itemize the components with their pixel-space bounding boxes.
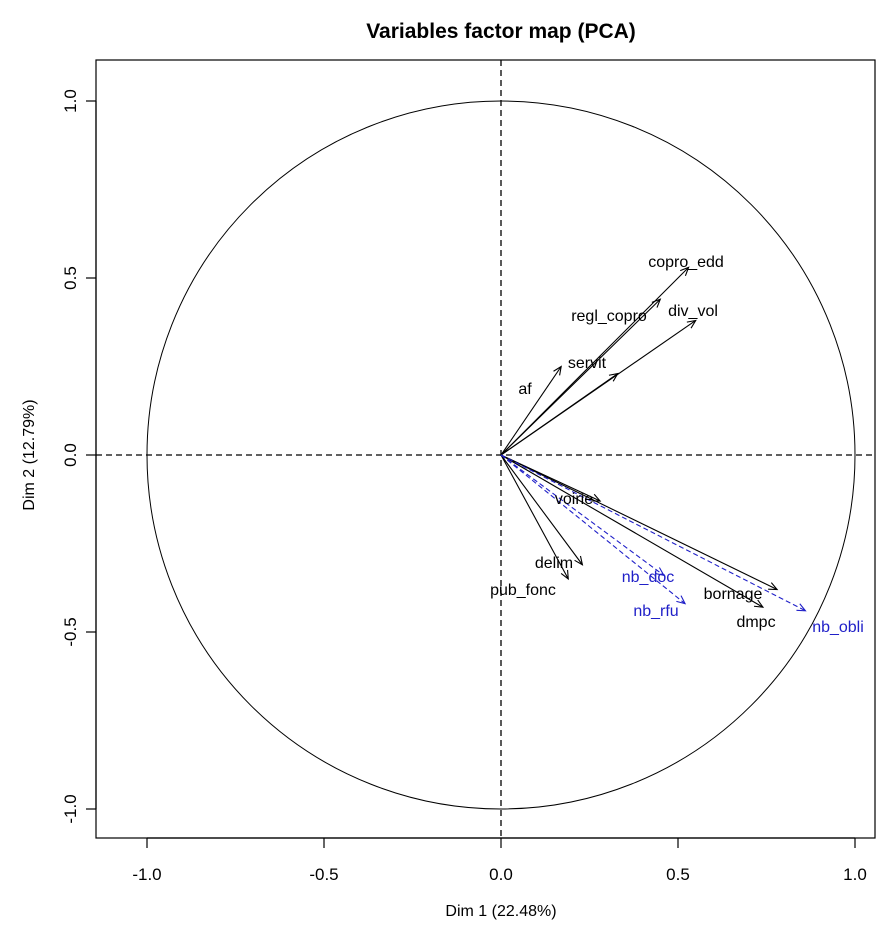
y-tick-label: -1.0 [61,794,80,823]
label-pub-fonc: pub_fonc [490,582,556,599]
label-nb-obli: nb_obli [812,619,864,636]
arrow-regl-copro [500,298,662,456]
plot-frame [95,59,876,839]
arrow-dmpc [500,454,765,608]
y-axis-label: Dim 2 (12.79%) [21,399,38,510]
x-tick-label: -0.5 [309,865,338,884]
x-tick-label: 1.0 [843,865,867,884]
y-tick-label: 1.0 [61,89,80,113]
chart-title: Variables factor map (PCA) [366,20,636,43]
label-regl-copro: regl_copro [571,308,647,325]
correlation-circle [146,100,856,810]
label-bornage: bornage [704,586,763,603]
label-nb-rfu: nb_rfu [633,603,678,620]
label-copro-edd: copro_edd [648,254,724,271]
arrow-nb-obli [500,454,807,612]
label-af: af [518,381,532,398]
label-servit: servit [568,355,607,372]
arrow-af [500,365,562,456]
arrows-layer [500,266,807,612]
y-tick-label: 0.5 [61,266,80,290]
arrow-bornage [500,454,779,591]
x-tick-label: 0.5 [666,865,690,884]
y-tick-label: 0.0 [61,443,80,467]
x-axis-label: Dim 1 (22.48%) [445,903,556,920]
arrow-servit [500,372,619,456]
label-dmpc: dmpc [736,614,775,631]
axes-layer: -1.0 -0.5 0.0 0.5 1.0 -1.0 -0.5 0.0 0.5 1.0 [61,89,867,884]
x-tick-label: -1.0 [132,865,161,884]
arrow-pub-fonc [500,454,569,581]
y-tick-label: -0.5 [61,617,80,646]
x-tick-label: 0.0 [489,865,513,884]
label-voirie: voirie [555,491,593,508]
label-delim: delim [535,555,573,572]
label-div-vol: div_vol [668,303,718,320]
circle-layer [96,60,875,838]
arrow-nb-rfu [500,454,687,605]
arrow-nb-doc [500,454,665,577]
label-nb-doc: nb_doc [622,569,675,586]
arrow-delim [500,454,584,566]
